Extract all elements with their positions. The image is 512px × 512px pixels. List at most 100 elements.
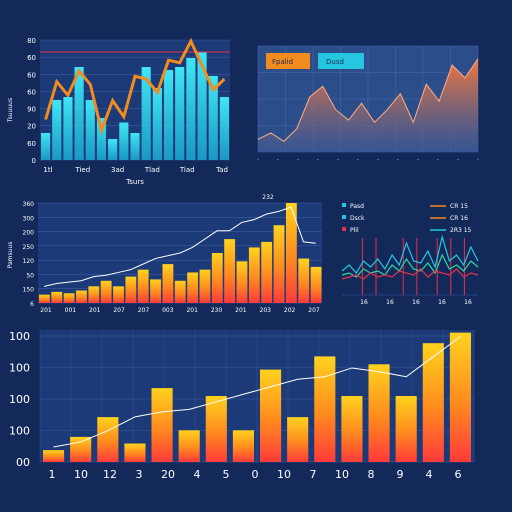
mr-legend-label: 2R3 15 (450, 227, 472, 234)
b-bar (368, 364, 390, 462)
mr-x-tick: 16 (438, 299, 446, 306)
b-bar (341, 396, 363, 462)
tl-y-tick: 0 (32, 157, 36, 165)
tl-bar (186, 58, 196, 160)
tr-x-tick: . (317, 155, 319, 162)
tl-y-label: Tsuuuus (7, 98, 14, 123)
tl-x-tick: Tiad (179, 166, 195, 174)
ml-x-tick: 202 (284, 307, 296, 314)
b-x-tick: 4 (426, 468, 433, 481)
tr-legend-label: Dusd (326, 58, 344, 66)
b-bar (43, 450, 65, 462)
mr-series-line (341, 253, 479, 278)
tl-bar (163, 70, 174, 160)
ml-y-tick: 50 (26, 272, 34, 279)
b-x-tick: 4 (194, 468, 201, 481)
ml-y-label: Pamsuus (7, 242, 14, 269)
ml-bar (261, 241, 273, 303)
tl-y-tick: 60 (27, 88, 36, 96)
tl-bar (219, 97, 229, 160)
ml-x-tick: 201 (40, 307, 52, 314)
mr-legend-swatch (342, 203, 346, 207)
ml-y-tick: 200 (23, 230, 35, 237)
ml-bar (113, 286, 124, 303)
ml-x-tick: 001 (65, 307, 77, 314)
mr-x-tick: 16 (360, 299, 368, 306)
b-bar (124, 443, 146, 462)
ml-bar (100, 280, 112, 303)
mr-legend-swatch (342, 227, 346, 231)
ml-x-tick: 201 (235, 307, 247, 314)
ml-bar (211, 253, 223, 303)
tl-y-tick: 20 (27, 123, 36, 131)
b-y-tick: 100 (9, 330, 30, 343)
tl-y-tick: 80 (27, 37, 36, 45)
b-bar (260, 369, 282, 462)
b-x-tick: 8 (368, 468, 375, 481)
tr-x-tick: . (357, 155, 359, 162)
ml-bar (236, 261, 248, 303)
b-x-tick: 10 (74, 468, 88, 481)
tl-bar (130, 133, 140, 160)
b-series-line (53, 336, 461, 448)
b-y-tick: 00 (16, 456, 30, 469)
ml-bar (150, 279, 161, 303)
mr-legend-label: Plil (350, 227, 359, 234)
b-bar (395, 396, 417, 462)
mr-legend-label: Dsck (350, 215, 365, 222)
tl-x-tick: Tied (74, 166, 90, 174)
b-bar (232, 430, 254, 462)
tl-bar (108, 139, 118, 160)
tl-y-tick: 90 (27, 106, 36, 114)
b-x-tick: 20 (161, 468, 175, 481)
mr-legend-label: CR 15 (450, 203, 468, 210)
tr-x-tick: . (477, 155, 479, 162)
b-x-tick: 12 (103, 468, 117, 481)
b-x-tick: 6 (455, 468, 462, 481)
mr-legend-label: CR 16 (450, 215, 468, 222)
tl-x-label: Tsurs (125, 178, 144, 186)
ml-y-tick: 300 (23, 215, 35, 222)
ml-bar (63, 293, 75, 303)
ml-bar (298, 258, 310, 303)
tl-y-tick: 60 (27, 54, 36, 62)
tl-x-tick: Tad (215, 166, 228, 174)
ml-bar (285, 203, 297, 303)
ml-bar (224, 239, 236, 303)
b-x-tick: 5 (223, 468, 230, 481)
b-bar (70, 436, 92, 462)
ml-y-tick: 120 (23, 258, 35, 265)
b-x-tick: 7 (310, 468, 317, 481)
ml-bar (174, 280, 186, 303)
tr-area (258, 58, 478, 152)
tr-x-tick: . (437, 155, 439, 162)
tl-series-line (44, 37, 226, 136)
ml-y-tick: 6 (30, 301, 34, 308)
tr-legend-label: Fpalid (272, 58, 293, 66)
tr-legend-swatch (318, 53, 364, 69)
b-bar (287, 417, 309, 462)
b-x-tick: 10 (335, 468, 349, 481)
ml-bar (137, 269, 149, 303)
tr-x-tick: . (377, 155, 379, 162)
ml-series-line (44, 206, 316, 287)
ml-bar (187, 272, 199, 303)
tr-x-tick: . (417, 155, 419, 162)
ml-x-tick: 201 (89, 307, 101, 314)
tr-x-tick: . (457, 155, 459, 162)
ml-bar (199, 269, 211, 303)
b-x-tick: 10 (277, 468, 291, 481)
ml-bar (273, 225, 285, 303)
tl-y-tick: 60 (27, 140, 36, 148)
mr-x-tick: 16 (386, 299, 394, 306)
b-x-tick: 0 (252, 468, 259, 481)
tl-bar (52, 100, 62, 160)
tr-x-tick: . (257, 155, 259, 162)
tl-bar (96, 118, 107, 160)
tl-bar (197, 52, 207, 160)
tl-bar (141, 67, 151, 160)
b-bar (151, 388, 173, 462)
ml-y-tick: 360 (23, 201, 35, 208)
tr-x-tick: . (277, 155, 279, 162)
